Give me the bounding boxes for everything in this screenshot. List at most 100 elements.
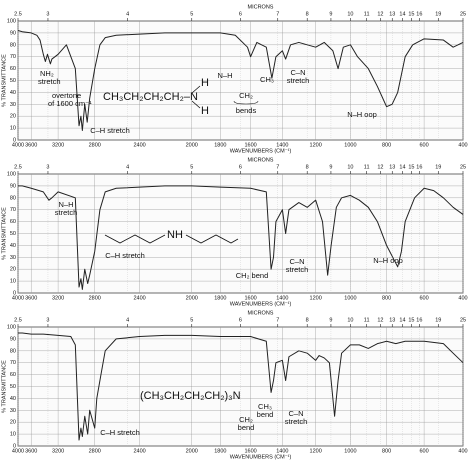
- x-tick-label: 2800: [89, 448, 101, 454]
- x-tick-label: 1200: [310, 448, 322, 454]
- x-tick-label: 1600: [244, 142, 256, 148]
- annotation: stretch: [285, 417, 308, 426]
- x-tick-label: 1200: [310, 295, 322, 301]
- y-tick-label: 90: [10, 30, 16, 36]
- x2-tick-label: 8: [306, 164, 309, 170]
- annotation: N–H: [217, 71, 232, 80]
- x2-tick-label: 8: [306, 11, 309, 17]
- annotation: bend: [238, 423, 255, 432]
- x2-tick-label: 11: [364, 164, 370, 170]
- annotation: CH₂ bend: [236, 271, 269, 280]
- x2-tick-label: 5: [190, 11, 193, 17]
- y-tick-label: 10: [10, 279, 16, 285]
- y-tick-label: 70: [10, 360, 16, 366]
- annotation: stretch: [55, 208, 78, 217]
- x2-tick-label: 12: [377, 11, 383, 17]
- y-tick-label: 40: [10, 396, 16, 402]
- x2-tick-label: 3: [46, 11, 49, 17]
- x2-tick-label: 13: [389, 164, 395, 170]
- annotation: overtone: [52, 91, 81, 100]
- annotation: C–H stretch: [90, 126, 130, 135]
- x-tick-label: 4000: [12, 142, 24, 148]
- x-tick-label: 3600: [25, 142, 37, 148]
- x2-tick-label: 14: [399, 164, 405, 170]
- x-tick-label: 1000: [344, 448, 356, 454]
- x2-tick-label: 19: [435, 11, 441, 17]
- x-tick-label: 1400: [276, 142, 288, 148]
- y-tick-label: 20: [10, 420, 16, 426]
- y-tick-label: 50: [10, 231, 16, 237]
- spectrum-line: [18, 185, 464, 290]
- annotation: stretch: [38, 77, 61, 86]
- bond: [191, 100, 201, 109]
- y-tick-label: 90: [10, 336, 16, 342]
- x-tick-label: 2000: [186, 295, 198, 301]
- x2-tick-label: 16: [416, 11, 422, 17]
- x2-tick-label: 11: [364, 11, 370, 17]
- annotation: of 1600 cm⁻¹: [48, 99, 92, 108]
- y-tick-label: 70: [10, 207, 16, 213]
- y-tick-label: 30: [10, 102, 16, 108]
- y-tick-label: 30: [10, 408, 16, 414]
- x2-tick-label: 7: [276, 164, 279, 170]
- x2-tick-label: 25: [460, 317, 466, 323]
- annotation: CH₃: [258, 402, 272, 411]
- y-tick-label: 0: [13, 137, 16, 143]
- x2-tick-label: 2.5: [14, 317, 22, 323]
- x-axis-title: WAVENUMBERS (CM⁻¹): [230, 454, 292, 460]
- x-tick-label: 3600: [25, 295, 37, 301]
- x-tick-label: 2400: [133, 142, 145, 148]
- annotation: CH₂: [239, 415, 253, 424]
- x-tick-label: 1600: [244, 295, 256, 301]
- y-tick-label: 0: [13, 443, 16, 449]
- x-tick-label: 3600: [25, 448, 37, 454]
- annotation: stretch: [286, 265, 309, 274]
- y-tick-label: 40: [10, 243, 16, 249]
- x-tick-label: 400: [458, 448, 467, 454]
- x-tick-label: 2400: [133, 448, 145, 454]
- x2-tick-label: 5: [190, 317, 193, 323]
- skeletal-bond: [104, 234, 166, 244]
- annotation: stretch: [287, 76, 310, 85]
- x2-tick-label: 25: [460, 164, 466, 170]
- annotation: N–H: [58, 200, 73, 209]
- x2-tick-label: 3: [46, 164, 49, 170]
- x2-tick-label: 16: [416, 164, 422, 170]
- x2-tick-label: 6: [239, 317, 242, 323]
- x-tick-label: 2800: [89, 142, 101, 148]
- annotation: CH₂: [239, 91, 253, 100]
- x2-tick-label: 7: [276, 11, 279, 17]
- x-tick-label: 600: [420, 448, 429, 454]
- bond: [191, 85, 201, 94]
- x2-tick-label: 16: [416, 317, 422, 323]
- x2-tick-label: 7: [276, 317, 279, 323]
- x-axis-title: WAVENUMBERS (CM⁻¹): [230, 301, 292, 307]
- annotation: N–H oop: [373, 256, 403, 265]
- y-tick-label: 60: [10, 219, 16, 225]
- spectrum-line: [17, 30, 464, 131]
- x2-tick-label: 13: [389, 11, 395, 17]
- y-tick-label: 0: [13, 290, 16, 296]
- annotation: C–H stretch: [105, 251, 145, 260]
- x-tick-label: 1000: [344, 295, 356, 301]
- x2-tick-label: 12: [377, 164, 383, 170]
- x2-tick-label: 8: [306, 317, 309, 323]
- y-tick-label: 10: [10, 126, 16, 132]
- y-tick-label: 30: [10, 255, 16, 261]
- x-tick-label: 600: [420, 142, 429, 148]
- x-tick-label: 3200: [52, 448, 64, 454]
- annotation: C–N: [288, 409, 303, 418]
- y-tick-label: 90: [10, 183, 16, 189]
- annotation: C–N: [289, 257, 304, 266]
- y-tick-label: 20: [10, 267, 16, 273]
- x2-tick-label: 2.5: [14, 11, 22, 17]
- y-tick-label: 70: [10, 54, 16, 60]
- y-axis-title: % TRANSMITTANCE: [1, 54, 7, 107]
- x2-tick-label: 4: [126, 11, 129, 17]
- x2-tick-label: 10: [347, 164, 353, 170]
- x-tick-label: 800: [382, 142, 391, 148]
- skeletal-bond: [185, 234, 239, 244]
